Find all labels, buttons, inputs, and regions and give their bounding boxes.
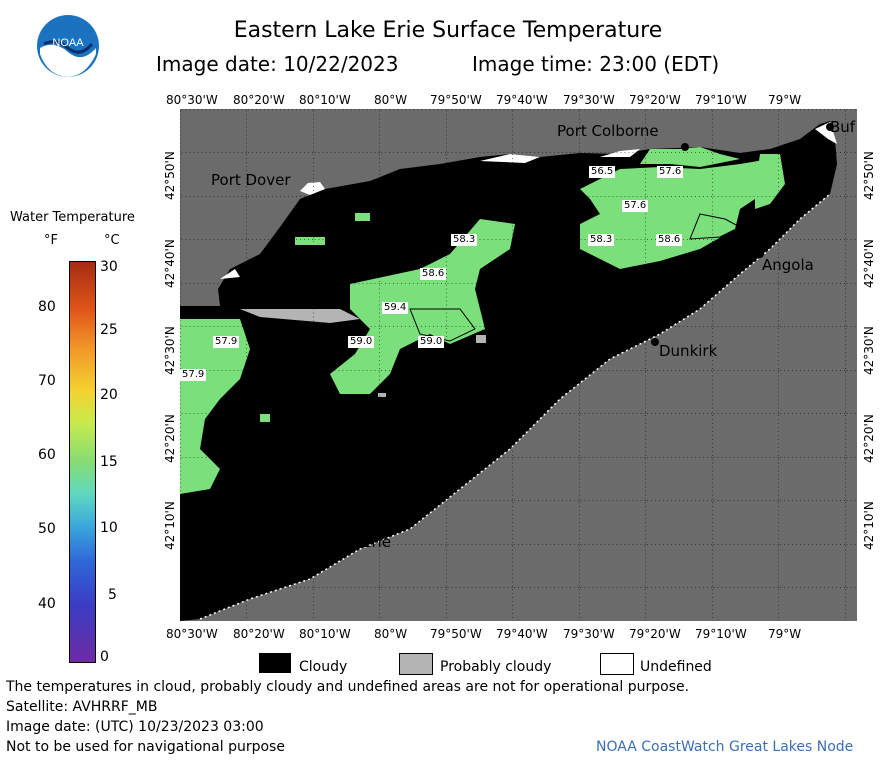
temp-label: 57.9 xyxy=(180,369,207,381)
lat-label-left: 42°10'N xyxy=(163,501,177,550)
temp-label: 58.6 xyxy=(420,268,447,280)
colorbar xyxy=(69,261,96,663)
temp-label: 58.6 xyxy=(656,234,683,246)
colorbar-unit-c: °C xyxy=(104,233,120,248)
image-time: Image time: 23:00 (EDT) xyxy=(472,52,720,76)
city-erie: Erie xyxy=(362,533,392,551)
port-colborne-marker xyxy=(681,143,689,151)
lon-label-top: 79°W xyxy=(768,93,802,107)
cb-c-tick: 15 xyxy=(100,454,118,470)
lon-label-bottom: 79°10'W xyxy=(695,627,747,641)
noaa-logo: NOAA xyxy=(36,14,100,78)
nav-warning: Not to be used for navigational purpose xyxy=(6,739,285,755)
legend-swatch-cloudy xyxy=(259,653,291,673)
legend-probably-cloudy: Probably cloudy xyxy=(440,659,552,675)
cb-c-tick: 0 xyxy=(100,649,109,665)
erie-marker xyxy=(348,533,356,541)
temp-label: 59.0 xyxy=(348,336,375,348)
temp-label: 59.0 xyxy=(418,336,445,348)
lon-label-bottom: 79°20'W xyxy=(629,627,681,641)
lon-label-bottom: 79°W xyxy=(768,627,802,641)
lon-label-top: 80°10'W xyxy=(299,93,351,107)
credit: NOAA CoastWatch Great Lakes Node xyxy=(596,739,854,755)
temp-label: 57.6 xyxy=(657,166,684,178)
map-title: Eastern Lake Erie Surface Temperature xyxy=(233,18,663,43)
colorbar-unit-f: °F xyxy=(44,233,58,248)
lon-label-top: 79°20'W xyxy=(629,93,681,107)
lon-label-bottom: 80°20'W xyxy=(233,627,285,641)
satellite: Satellite: AVHRRF_MB xyxy=(6,699,158,715)
cb-f-tick: 60 xyxy=(38,447,56,463)
cb-c-tick: 25 xyxy=(100,322,118,338)
city-port-dover: Port Dover xyxy=(211,171,291,189)
legend-swatch-undefined xyxy=(600,653,634,675)
angola-marker xyxy=(756,250,764,258)
lon-label-bottom: 80°W xyxy=(374,627,408,641)
lon-label-bottom: 80°10'W xyxy=(299,627,351,641)
lon-label-top: 79°40'W xyxy=(496,93,548,107)
lat-label-right: 42°40'N xyxy=(862,239,876,288)
cb-f-tick: 40 xyxy=(38,596,56,612)
image-date: Image date: 10/22/2023 xyxy=(156,52,399,76)
temp-label: 57.9 xyxy=(213,336,240,348)
lat-label-right: 42°10'N xyxy=(862,501,876,550)
lon-label-bottom: 79°40'W xyxy=(496,627,548,641)
lon-label-bottom: 80°30'W xyxy=(166,627,218,641)
legend-swatch-probably-cloudy xyxy=(399,653,433,675)
lon-label-top: 79°10'W xyxy=(695,93,747,107)
lon-label-bottom: 79°30'W xyxy=(563,627,615,641)
temp-label: 58.3 xyxy=(451,234,478,246)
cb-f-tick: 50 xyxy=(38,521,56,537)
cb-f-tick: 80 xyxy=(38,299,56,315)
lon-label-bottom: 79°50'W xyxy=(430,627,482,641)
disclaimer: The temperatures in cloud, probably clou… xyxy=(6,679,690,695)
city-dunkirk: Dunkirk xyxy=(659,342,718,360)
dunkirk-marker xyxy=(651,338,659,346)
lon-label-top: 80°W xyxy=(374,93,408,107)
city-port-colborne: Port Colborne xyxy=(557,122,659,140)
temp-label: 59.4 xyxy=(382,302,409,314)
lat-label-right: 42°50'N xyxy=(862,151,876,200)
lat-label-left: 42°30'N xyxy=(163,326,177,375)
lat-label-left: 42°50'N xyxy=(163,151,177,200)
legend-cloudy: Cloudy xyxy=(299,659,348,675)
colorbar-title: Water Temperature xyxy=(10,210,135,225)
lat-label-right: 42°20'N xyxy=(862,414,876,463)
logo-text: NOAA xyxy=(52,37,84,49)
cb-c-tick: 5 xyxy=(108,587,117,603)
lake-map xyxy=(180,109,857,621)
city-buffalo: Buf xyxy=(830,118,856,136)
lon-label-top: 80°30'W xyxy=(166,93,218,107)
temp-label: 57.6 xyxy=(622,200,649,212)
cb-c-tick: 30 xyxy=(100,259,118,275)
cb-c-tick: 20 xyxy=(100,387,118,403)
city-angola: Angola xyxy=(762,256,814,274)
lon-label-top: 80°20'W xyxy=(233,93,285,107)
lon-label-top: 79°30'W xyxy=(563,93,615,107)
cb-c-tick: 10 xyxy=(100,520,118,536)
buffalo-marker xyxy=(826,123,834,131)
temp-label: 56.5 xyxy=(589,166,616,178)
cb-f-tick: 70 xyxy=(38,373,56,389)
lat-label-left: 42°20'N xyxy=(163,414,177,463)
utc-date: Image date: (UTC) 10/23/2023 03:00 xyxy=(6,719,264,735)
temp-label: 58.3 xyxy=(588,234,615,246)
lon-label-top: 79°50'W xyxy=(430,93,482,107)
lat-label-left: 42°40'N xyxy=(163,239,177,288)
lat-label-right: 42°30'N xyxy=(862,326,876,375)
legend-undefined: Undefined xyxy=(640,659,712,675)
